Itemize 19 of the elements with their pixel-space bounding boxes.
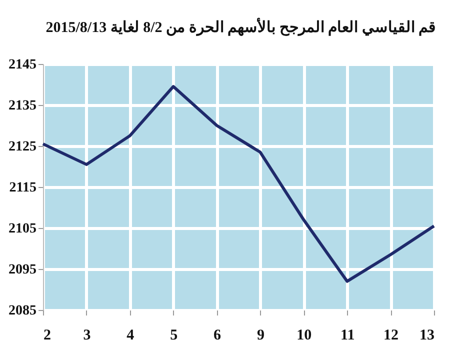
x-tick-label: 13 [420,328,434,344]
y-tick-label: 2135 [8,98,36,114]
y-tick-label: 2125 [8,140,36,154]
y-tick-label: 2105 [8,222,36,236]
chart-title: قم القياسي العام المرجح بالأسهم الحرة من 8/2 لغاية 2015/8/13 [46,17,436,37]
x-tick-label: 3 [83,328,91,344]
x-tick-label: 10 [296,328,312,344]
x-tick-label: 12 [384,328,399,344]
x-tick-label: 6 [214,328,222,344]
y-tick-label: 2085 [8,304,36,318]
x-tick-label: 11 [340,328,355,344]
x-tick-label: 5 [170,328,178,344]
y-tick-label: 2115 [9,180,36,196]
x-tick-label: 4 [126,328,135,344]
x-tick-label: 9 [256,328,264,344]
line-series [42,85,436,283]
y-tick-label: 2095 [8,262,36,278]
y-tick-label: 2145 [8,58,36,72]
x-tick-label: 2 [44,328,51,344]
